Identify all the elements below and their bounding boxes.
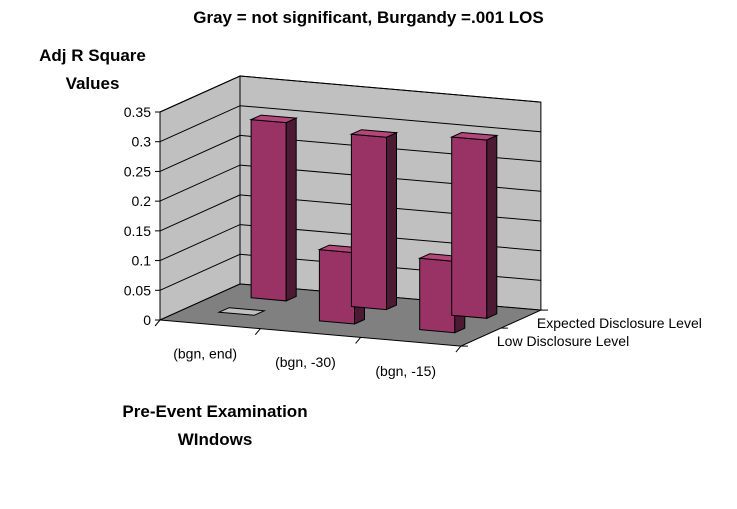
x-tick-label: (bgn, -30) (275, 354, 336, 370)
x-tick-label: (bgn, end) (173, 345, 237, 361)
bar-expected-1-front (318, 249, 355, 325)
gridline (159, 105, 541, 143)
bar-low-1-side (386, 131, 397, 311)
bar-low-2-side (486, 134, 498, 320)
bar-expected-2-front (419, 257, 456, 334)
bar-low-0-top (249, 114, 299, 124)
x-tick-mark (455, 345, 462, 353)
chart-title: Gray = not significant, Burgandy =.001 L… (193, 8, 544, 27)
series-label: Expected Disclosure Level (537, 315, 702, 331)
y-axis-label-line-1: Adj R Square (39, 46, 146, 65)
bar-low-2-front (451, 136, 488, 319)
y-tick-label: 0.05 (124, 282, 151, 298)
series-label: Low Disclosure Level (497, 333, 629, 349)
bar-low-2 (449, 131, 499, 320)
gridline (159, 194, 541, 232)
bar-low-1-top (349, 129, 399, 138)
y-axis-label-line-2: Values (65, 74, 120, 93)
bar-low-0-side (285, 117, 297, 302)
x-tick-label: (bgn, -15) (375, 363, 436, 379)
y-tick-label: 0.1 (132, 253, 152, 269)
x-tick-mark (254, 328, 261, 336)
gridline (159, 224, 541, 262)
bar-low-0 (249, 114, 299, 302)
bar-low-2-top (449, 131, 499, 141)
side-wall (159, 75, 241, 321)
x-tick-mark (355, 337, 361, 344)
bar-low-0-front (250, 119, 287, 302)
x-axis-label-line-1: Pre-Event Examination (122, 402, 308, 421)
y-tick-label: 0.15 (124, 223, 151, 239)
gridline (159, 134, 541, 172)
x-axis-label: Pre-Event Examination WIndows (60, 398, 370, 454)
x-axis-label-line-2: WIndows (177, 430, 253, 449)
y-tick-label: 0 (143, 312, 151, 328)
y-tick-label: 0.25 (124, 163, 151, 179)
x-tick-mark (154, 319, 161, 327)
y-tick-label: 0.3 (132, 134, 152, 150)
y-tick-label: 0.35 (124, 104, 151, 120)
gridline (159, 164, 541, 202)
y-axis-label: Adj R Square Values (20, 42, 165, 98)
bar-low-1 (349, 129, 399, 311)
bar-expected-0-base (217, 307, 267, 316)
bar-low-1-front (350, 133, 387, 311)
y-tick-label: 0.2 (132, 193, 152, 209)
gridline (159, 75, 541, 113)
